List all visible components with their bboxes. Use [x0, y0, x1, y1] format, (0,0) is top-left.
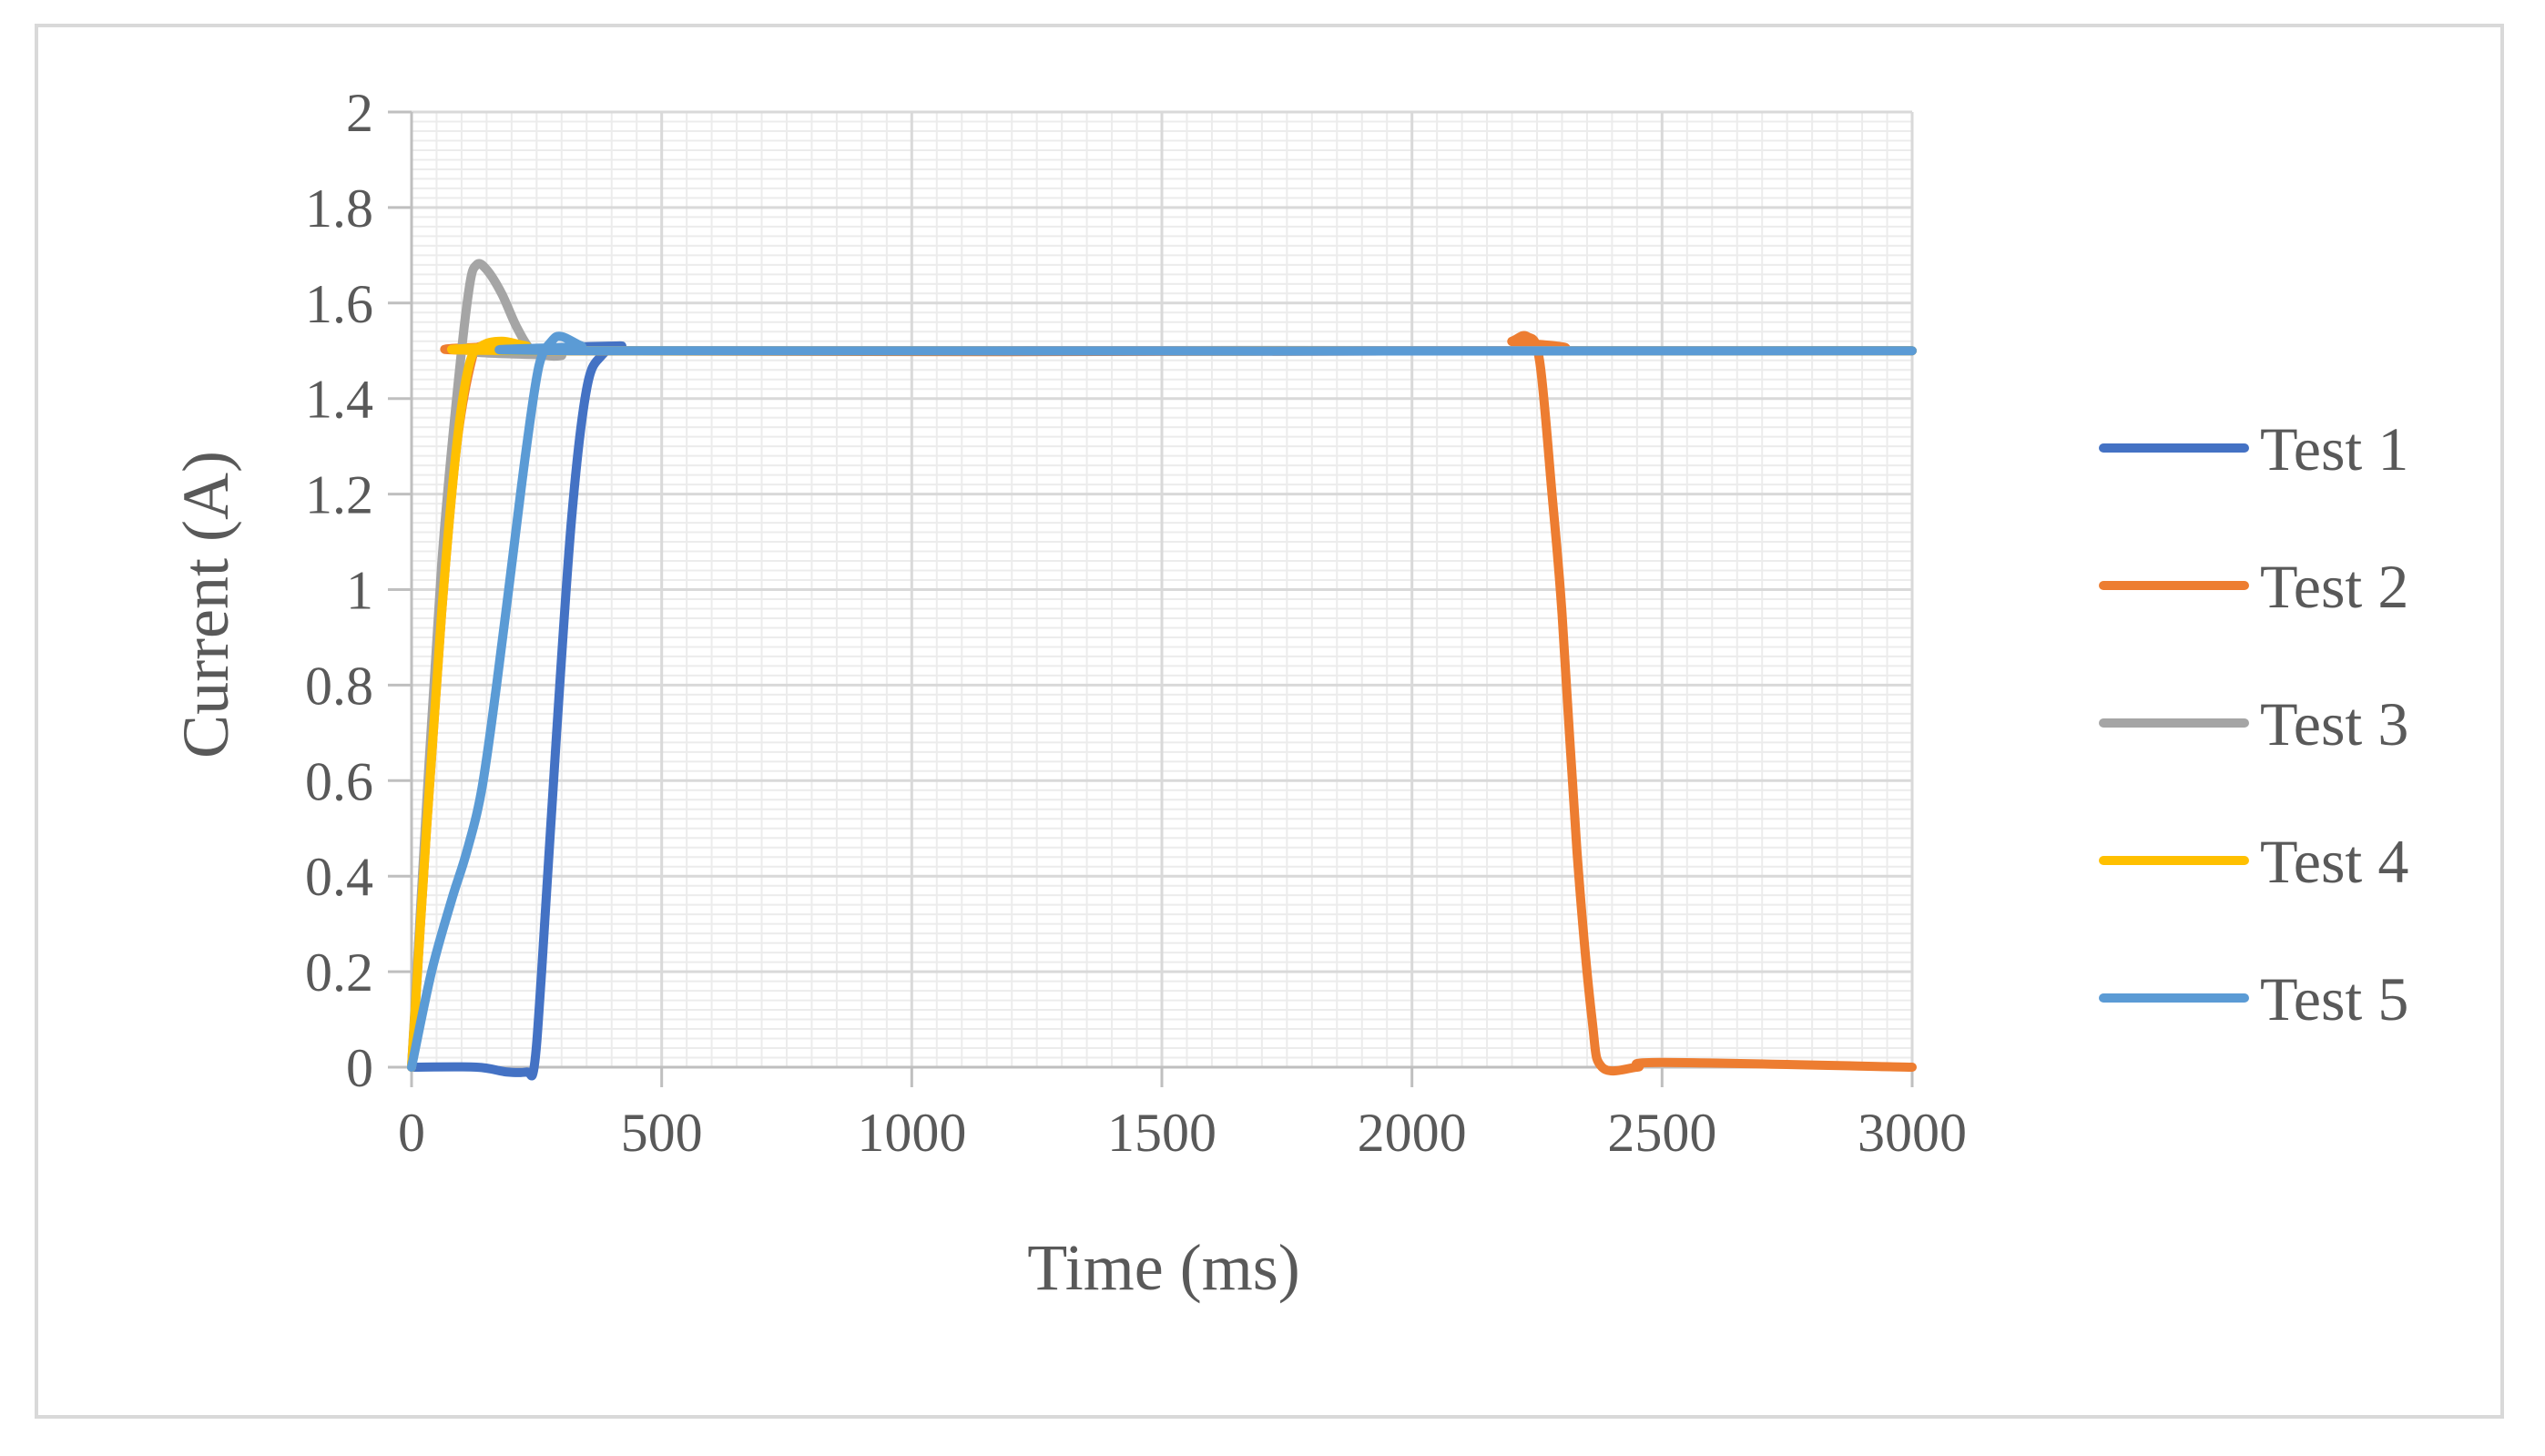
- y-axis-label: Current (A): [169, 451, 242, 759]
- y-tick-label: 1.4: [305, 370, 373, 430]
- x-tick-label: 1000: [857, 1103, 966, 1163]
- major-gridlines: [410, 110, 1914, 1069]
- y-tick-label: 0.6: [305, 751, 373, 811]
- axes: [388, 110, 1914, 1087]
- line-chart: 0 0.2 0.4 0.6 0.8 1 1.2 1.4 1.6 1.8 2 0 500 1000 1500 2…: [169, 83, 2408, 1304]
- y-tick-label: 1: [346, 561, 373, 621]
- y-tick-label: 1.2: [305, 465, 373, 525]
- y-tick-label: 0.8: [305, 656, 373, 716]
- chart-frame: 0 0.2 0.4 0.6 0.8 1 1.2 1.4 1.6 1.8 2 0 500 1000 1500 2…: [35, 24, 2504, 1419]
- x-tick-label: 2000: [1358, 1103, 1467, 1163]
- legend-label-test-4: Test 4: [2260, 827, 2408, 896]
- x-axis-label: Time (ms): [1027, 1231, 1299, 1304]
- legend-label-test-5: Test 5: [2260, 964, 2408, 1033]
- y-tick-label: 0: [346, 1038, 373, 1098]
- y-tick-label: 0.4: [305, 847, 373, 907]
- x-tick-label: 2500: [1607, 1103, 1716, 1163]
- legend-label-test-3: Test 3: [2260, 689, 2408, 759]
- series-lines: [407, 259, 1917, 1081]
- series-line-test-5: [407, 331, 1917, 1072]
- y-tick-label: 0.2: [305, 942, 373, 1003]
- y-tick-label: 2: [346, 83, 373, 143]
- legend-label-test-2: Test 2: [2260, 552, 2408, 621]
- x-tick-label: 0: [398, 1103, 425, 1163]
- y-tick-label: 1.8: [305, 178, 373, 239]
- x-tick-label: 500: [621, 1103, 703, 1163]
- x-tick-label: 1500: [1107, 1103, 1217, 1163]
- y-tick-label: 1.6: [305, 274, 373, 334]
- legend-label-test-1: Test 1: [2260, 414, 2408, 484]
- legend: Test 1 Test 2 Test 3 Test 4 Test 5: [2099, 414, 2408, 1033]
- x-tick-label: 3000: [1858, 1103, 1967, 1163]
- tick-labels: 0 0.2 0.4 0.6 0.8 1 1.2 1.4 1.6 1.8 2 0 500 1000 1500 2…: [305, 83, 1967, 1163]
